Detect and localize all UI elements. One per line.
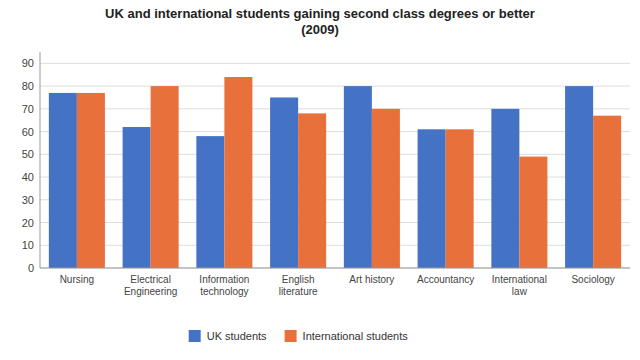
x-tick-label: ElectricalEngineering [124,274,177,297]
bar [446,129,474,268]
grid-line [40,86,630,87]
bar [123,127,151,268]
bar [196,136,224,268]
bar [298,113,326,268]
y-tick-label: 70 [22,103,34,115]
x-tick-label: Art history [349,274,394,285]
bar [491,109,519,268]
bar [418,129,446,268]
x-tick-label: Informationtechnology [199,274,249,297]
chart: UK and international students gaining se… [0,0,640,360]
y-axis-line [40,52,41,268]
bar [519,157,547,268]
x-axis-line [40,268,630,269]
legend-swatch [285,330,297,342]
y-tick-label: 30 [22,194,34,206]
y-tick-label: 50 [22,148,34,160]
bar [344,86,372,268]
grid-line [40,108,630,109]
bar [372,109,400,268]
y-tick-label: 90 [22,57,34,69]
title: UK and international students gaining se… [105,6,535,37]
bar [593,116,621,268]
x-tick-label: Nursing [60,274,94,285]
bar [77,93,105,268]
bar [151,86,179,268]
bar [224,77,252,268]
bar [49,93,77,268]
y-tick-label: 0 [28,262,34,274]
x-tick-label: Accountancy [417,274,474,285]
y-axis: 0 10 20 30 40 50 60 70 80 90 [22,57,630,274]
grid-line [40,63,630,64]
legend-label: UK students [207,330,267,342]
bar [565,86,593,268]
bars [49,77,621,268]
legend-swatch [189,330,201,342]
legend: UK students International students [189,330,409,342]
y-tick-label: 20 [22,217,34,229]
grid-line [40,268,630,269]
y-tick-label: 60 [22,126,34,138]
y-tick-label: 80 [22,80,34,92]
x-tick-label: Englishliterature [279,274,318,297]
legend-label: International students [303,330,409,342]
x-tick-label: Sociology [571,274,614,285]
y-tick-label: 40 [22,171,34,183]
bar [270,97,298,268]
y-tick-label: 10 [22,239,34,251]
x-tick-label: Internationallaw [492,274,547,297]
